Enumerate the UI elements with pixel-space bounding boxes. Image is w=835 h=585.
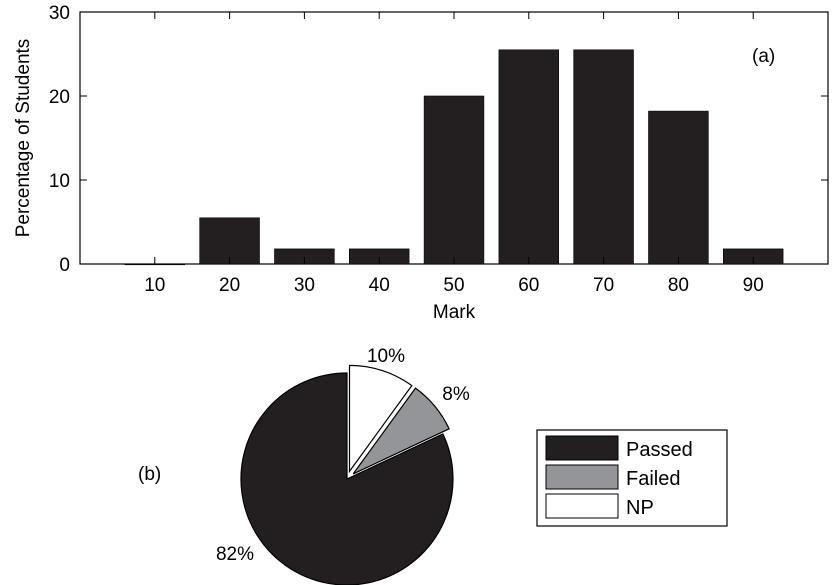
x-tick-label: 80 <box>668 275 689 296</box>
legend-label-np: NP <box>626 497 654 519</box>
legend-swatch-failed <box>545 464 619 490</box>
pie-slice-np <box>348 364 413 474</box>
legend-label-failed: Failed <box>626 468 680 490</box>
x-tick-label: 70 <box>593 275 614 296</box>
bar-50 <box>423 95 485 265</box>
x-tick-label: 50 <box>443 275 464 296</box>
pie-slice-failed <box>352 387 450 475</box>
legend-label-passed: Passed <box>626 439 693 461</box>
pie-slice-passed <box>240 372 454 585</box>
legend: Passed Failed NP <box>536 429 728 527</box>
bar-axis-ticks: 10 20 30 40 50 60 70 80 90 0 10 20 30 <box>49 3 828 296</box>
x-tick-label: 20 <box>219 275 240 296</box>
y-tick-label: 0 <box>59 255 70 276</box>
bar-series <box>124 49 784 266</box>
y-tick-label: 30 <box>49 3 70 24</box>
pie-label-passed: 82% <box>216 544 254 565</box>
x-tick-label: 40 <box>369 275 390 296</box>
pie-label-np: 10% <box>367 346 405 367</box>
legend-swatch-passed <box>545 435 619 461</box>
pie-slice-labels: 82% 8% 10% <box>216 346 470 565</box>
bar-70 <box>573 49 634 265</box>
pie-chart: 82% 8% 10% (b) <box>138 346 470 585</box>
pie-chart-annotation: (b) <box>138 464 161 485</box>
y-tick-label: 10 <box>49 171 70 192</box>
bar-60 <box>498 49 559 265</box>
legend-items: Passed Failed NP <box>545 435 693 519</box>
y-axis-label: Percentage of Students <box>13 39 34 238</box>
bar-chart-annotation: (a) <box>752 46 775 67</box>
x-tick-label: 10 <box>144 275 165 296</box>
pie-slices <box>240 364 454 585</box>
bar-chart: 10 20 30 40 50 60 70 80 90 0 10 20 30 (a) Mark Perce… <box>13 3 829 323</box>
legend-swatch-np <box>545 493 619 519</box>
x-tick-label: 30 <box>294 275 315 296</box>
pie-label-failed: 8% <box>442 384 470 405</box>
x-tick-label: 90 <box>743 275 764 296</box>
x-axis-label: Mark <box>433 302 476 323</box>
y-tick-label: 20 <box>49 87 70 108</box>
bar-80 <box>648 110 709 265</box>
bar-10 <box>124 263 186 266</box>
x-tick-label: 60 <box>518 275 539 296</box>
